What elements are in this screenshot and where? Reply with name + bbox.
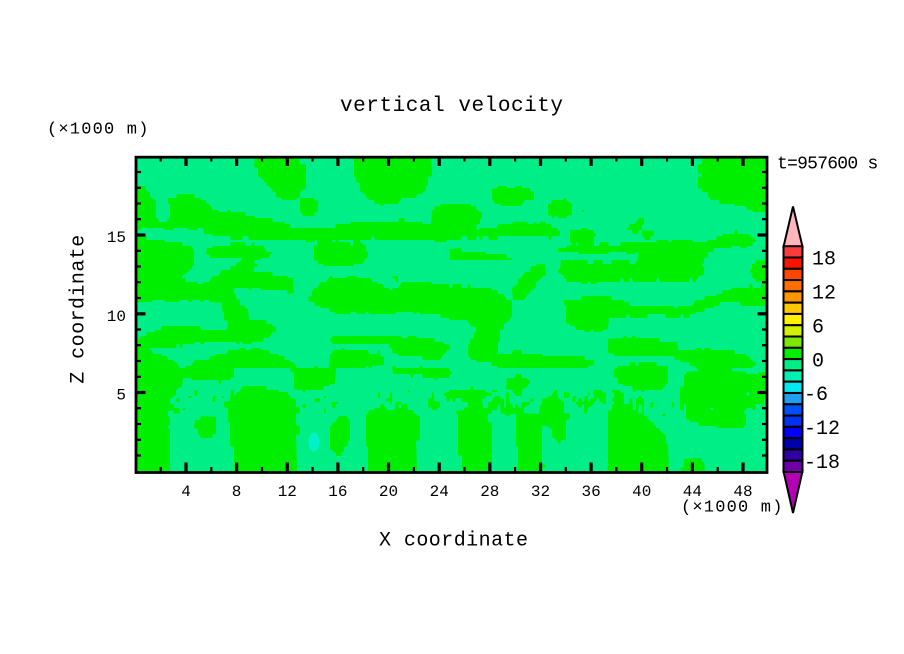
svg-text:20: 20 [379,483,398,501]
svg-text:32: 32 [531,483,550,501]
svg-text:t=957600 s: t=957600 s [777,155,878,175]
svg-text:15: 15 [107,229,126,247]
svg-text:0: 0 [812,350,824,373]
svg-text:Z coordinate: Z coordinate [68,234,91,383]
svg-text:-6: -6 [804,384,828,407]
svg-text:24: 24 [430,483,449,501]
svg-text:X coordinate: X coordinate [379,530,528,553]
svg-text:48: 48 [733,483,752,501]
svg-text:vertical velocity: vertical velocity [340,95,564,118]
svg-text:5: 5 [116,387,126,405]
svg-text:-12: -12 [804,418,840,441]
svg-text:10: 10 [107,308,126,326]
svg-text:(×1000 m): (×1000 m) [681,499,784,518]
svg-text:6: 6 [812,316,824,339]
svg-text:18: 18 [812,249,836,272]
svg-text:(×1000 m): (×1000 m) [47,121,150,140]
svg-text:8: 8 [232,483,242,501]
svg-text:36: 36 [581,483,600,501]
svg-text:28: 28 [480,483,499,501]
svg-text:40: 40 [632,483,651,501]
svg-text:12: 12 [812,283,836,306]
svg-text:16: 16 [328,483,347,501]
svg-text:-18: -18 [804,452,840,475]
svg-text:44: 44 [683,483,702,501]
svg-text:4: 4 [181,483,191,501]
svg-text:12: 12 [278,483,297,501]
